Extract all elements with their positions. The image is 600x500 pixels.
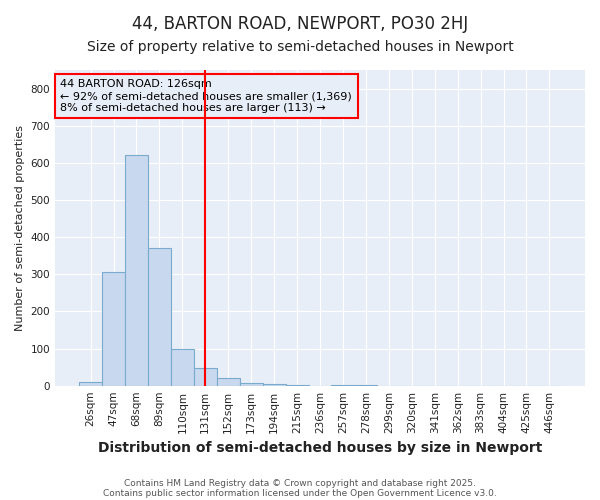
Text: Contains public sector information licensed under the Open Government Licence v3: Contains public sector information licen… [103,488,497,498]
Y-axis label: Number of semi-detached properties: Number of semi-detached properties [15,125,25,331]
Bar [286,384,308,386]
Text: 44 BARTON ROAD: 126sqm
← 92% of semi-detached houses are smaller (1,369)
8% of s: 44 BARTON ROAD: 126sqm ← 92% of semi-det… [61,80,352,112]
Bar [148,248,171,386]
Bar [217,378,240,386]
Bar [171,348,194,386]
Bar [79,382,102,386]
Text: Size of property relative to semi-detached houses in Newport: Size of property relative to semi-detach… [86,40,514,54]
Bar [102,272,125,386]
Bar [240,382,263,386]
Bar [263,384,286,386]
Text: 44, BARTON ROAD, NEWPORT, PO30 2HJ: 44, BARTON ROAD, NEWPORT, PO30 2HJ [132,15,468,33]
Bar [331,385,355,386]
Text: Contains HM Land Registry data © Crown copyright and database right 2025.: Contains HM Land Registry data © Crown c… [124,478,476,488]
Bar [125,156,148,386]
X-axis label: Distribution of semi-detached houses by size in Newport: Distribution of semi-detached houses by … [98,441,542,455]
Bar [194,368,217,386]
